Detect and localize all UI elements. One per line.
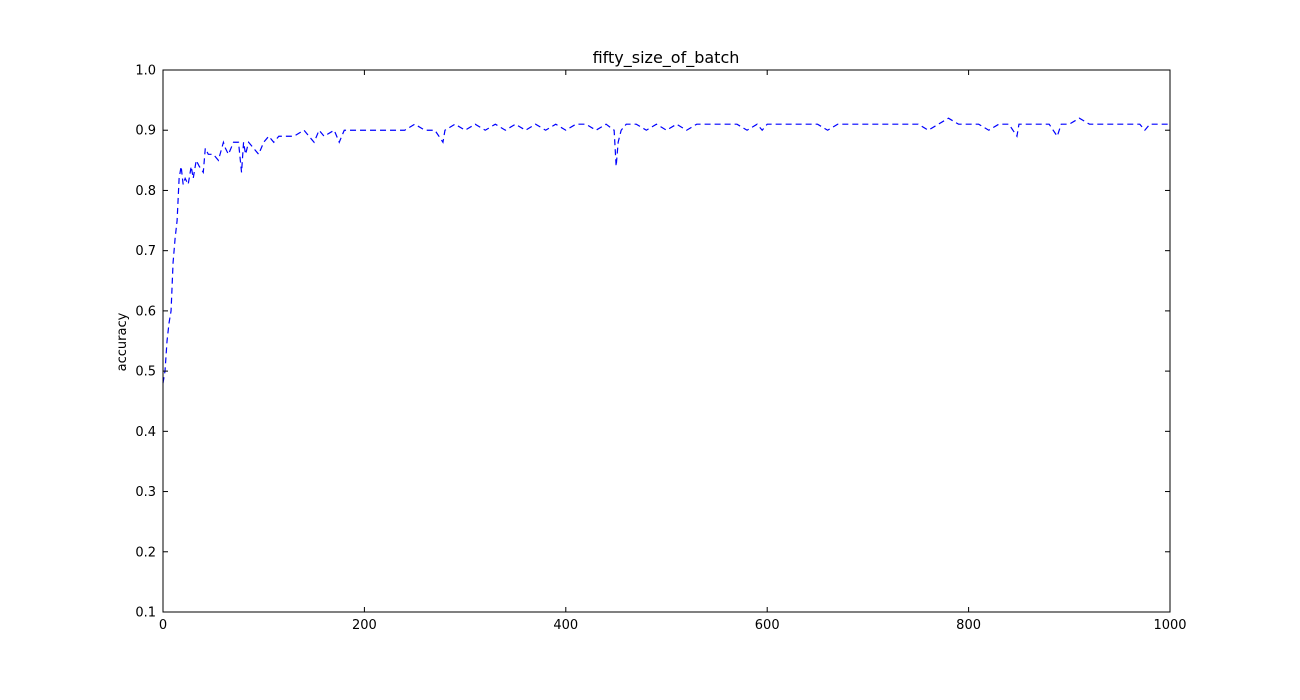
y-tick-label: 0.9 bbox=[135, 124, 156, 139]
x-tick-label: 200 bbox=[352, 618, 377, 633]
x-tick-label: 600 bbox=[755, 618, 780, 633]
series-layer bbox=[162, 117, 1170, 384]
y-tick-label: 0.6 bbox=[135, 304, 156, 319]
y-tick-label: 0.1 bbox=[135, 606, 156, 621]
x-tick-label: 1000 bbox=[1153, 618, 1186, 633]
y-tick-label: 0.5 bbox=[135, 365, 156, 380]
y-axis-label: accuracy bbox=[115, 312, 130, 371]
plot-area-frame bbox=[162, 69, 1171, 613]
y-tick-label: 0.3 bbox=[135, 485, 156, 500]
y-tick-label: 1.0 bbox=[135, 64, 156, 79]
series-line-accuracy bbox=[162, 117, 1170, 384]
y-tick-label: 0.4 bbox=[135, 425, 156, 440]
y-tick-label: 0.7 bbox=[135, 244, 156, 259]
x-tick-label: 800 bbox=[956, 618, 981, 633]
x-tick-label: 400 bbox=[553, 618, 578, 633]
y-tick-label: 0.8 bbox=[135, 184, 156, 199]
y-tick-label: 0.2 bbox=[135, 545, 156, 560]
chart-title: fifty_size_of_batch bbox=[593, 48, 740, 68]
x-tick-label: 0 bbox=[159, 618, 167, 633]
